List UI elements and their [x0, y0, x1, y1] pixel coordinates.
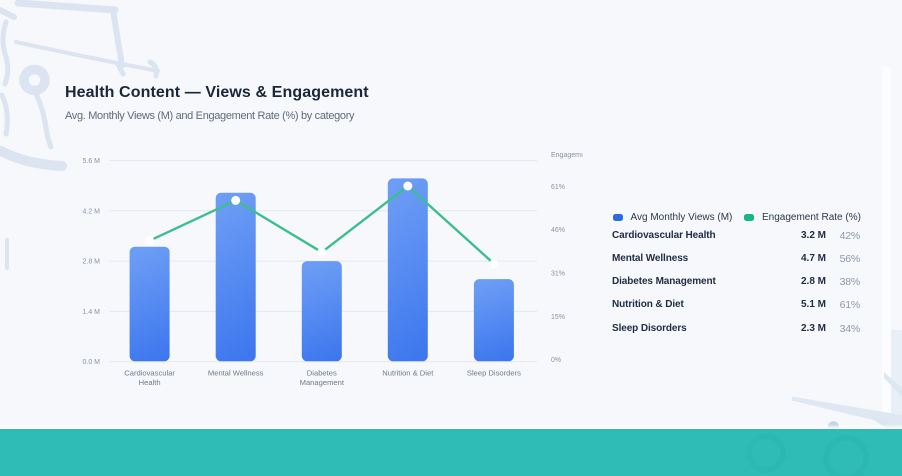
svg-text:Engagemı: Engagemı — [551, 152, 583, 159]
svg-text:46%: 46% — [551, 227, 565, 234]
svg-text:5.6 M: 5.6 M — [82, 158, 100, 165]
svg-text:61%: 61% — [551, 184, 565, 191]
svg-text:0%: 0% — [551, 357, 561, 364]
svg-text:2.8 M: 2.8 M — [82, 259, 100, 266]
svg-text:Health: Health — [139, 378, 161, 387]
svg-text:Management: Management — [300, 378, 345, 387]
svg-text:Diabetes: Diabetes — [307, 369, 337, 378]
svg-text:1.4 M: 1.4 M — [82, 309, 100, 316]
svg-text:0.0 M: 0.0 M — [82, 359, 100, 366]
svg-text:31%: 31% — [551, 271, 565, 278]
svg-text:15%: 15% — [551, 314, 565, 321]
svg-text:Mental Wellness: Mental Wellness — [208, 369, 264, 378]
svg-text:Nutrition & Diet: Nutrition & Diet — [382, 369, 434, 378]
svg-text:Sleep Disorders: Sleep Disorders — [467, 369, 521, 378]
svg-text:Cardiovascular: Cardiovascular — [124, 369, 175, 378]
svg-text:4.2 M: 4.2 M — [82, 208, 100, 215]
